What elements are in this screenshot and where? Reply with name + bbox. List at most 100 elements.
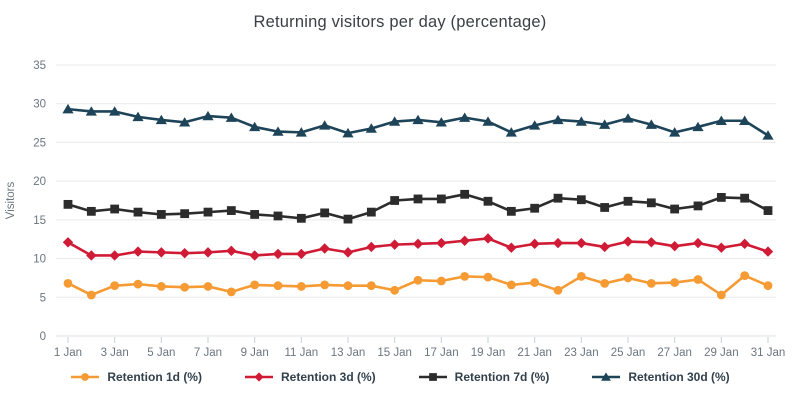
data-point[interactable] [273,281,283,291]
data-point[interactable] [202,110,214,121]
data-point[interactable] [366,281,376,291]
data-point[interactable] [646,198,656,208]
data-point[interactable] [110,281,120,291]
data-point[interactable] [62,103,74,114]
data-point[interactable] [645,119,657,129]
data-point[interactable] [692,121,704,132]
legend-item-retention-1d[interactable]: Retention 1d (%) [70,370,202,384]
data-point[interactable] [693,275,703,284]
data-point[interactable] [319,243,330,254]
data-point[interactable] [203,282,213,291]
data-point[interactable] [600,278,610,288]
data-point[interactable] [600,203,610,212]
data-point[interactable] [272,126,284,136]
data-point[interactable] [319,120,331,130]
data-point[interactable] [180,209,190,219]
data-point[interactable] [436,194,446,204]
data-point[interactable] [272,248,284,260]
data-point[interactable] [390,285,400,295]
data-point[interactable] [296,248,307,260]
data-point[interactable] [342,247,354,258]
data-point[interactable] [530,278,540,287]
data-point[interactable] [552,114,564,125]
data-point[interactable] [483,196,493,206]
series-retention-7d[interactable] [63,189,773,224]
data-point[interactable] [599,241,610,253]
data-point[interactable] [460,189,470,199]
data-point[interactable] [320,280,330,290]
data-point[interactable] [412,114,424,125]
data-point[interactable] [295,127,307,137]
data-point[interactable] [576,195,586,205]
legend-item-retention-30d[interactable]: Retention 30d (%) [591,370,730,384]
data-point[interactable] [740,193,750,203]
data-point[interactable] [739,115,751,125]
data-point[interactable] [133,207,143,217]
data-point[interactable] [226,287,236,297]
data-point[interactable] [180,282,190,292]
data-point[interactable] [250,210,260,219]
data-point[interactable] [670,278,680,287]
data-point[interactable] [530,203,540,213]
data-point[interactable] [576,271,586,281]
data-point[interactable] [133,279,143,289]
data-point[interactable] [156,210,166,219]
data-point[interactable] [343,214,353,224]
data-point[interactable] [435,117,447,127]
data-point[interactable] [576,237,587,249]
data-point[interactable] [156,282,166,291]
data-point[interactable] [85,106,97,116]
data-point[interactable] [599,119,611,129]
data-point[interactable] [366,207,376,217]
data-point[interactable] [296,282,306,291]
data-point[interactable] [203,207,213,217]
data-point[interactable] [62,237,74,248]
data-point[interactable] [575,116,587,126]
data-point[interactable] [482,116,494,126]
data-point[interactable] [390,196,400,205]
legend-item-retention-7d[interactable]: Retention 7d (%) [418,370,549,384]
data-point[interactable] [763,281,773,291]
data-point[interactable] [389,116,401,126]
data-point[interactable] [202,247,214,258]
data-point[interactable] [156,247,167,258]
data-point[interactable] [365,123,377,133]
data-point[interactable] [296,213,306,223]
legend-item-retention-3d[interactable]: Retention 3d (%) [244,370,376,384]
data-point[interactable] [63,199,73,209]
data-point[interactable] [553,285,563,295]
data-point[interactable] [225,112,237,122]
series-retention-3d[interactable] [62,233,774,261]
data-point[interactable] [460,271,470,281]
data-point[interactable] [623,273,633,283]
data-point[interactable] [343,281,353,291]
data-point[interactable] [670,204,680,214]
data-point[interactable] [389,239,400,250]
data-point[interactable] [505,127,517,137]
data-point[interactable] [110,204,120,214]
series-retention-1d[interactable] [63,271,773,300]
data-point[interactable] [413,275,423,285]
data-point[interactable] [179,117,191,127]
data-point[interactable] [413,194,423,204]
data-point[interactable] [506,206,516,216]
data-point[interactable] [669,240,680,252]
data-point[interactable] [529,238,540,250]
data-point[interactable] [226,206,236,215]
data-point[interactable] [482,233,494,244]
data-point[interactable] [412,238,424,250]
data-point[interactable] [249,250,260,261]
data-point[interactable] [669,127,681,137]
data-point[interactable] [179,247,190,259]
data-point[interactable] [740,271,750,281]
data-point[interactable] [483,272,493,282]
data-point[interactable] [646,237,657,248]
data-point[interactable] [132,111,144,122]
data-point[interactable] [320,208,330,218]
data-point[interactable] [692,237,704,249]
data-point[interactable] [459,112,471,122]
data-point[interactable] [459,235,470,246]
data-point[interactable] [506,242,517,253]
data-point[interactable] [552,237,564,249]
data-point[interactable] [762,246,774,257]
